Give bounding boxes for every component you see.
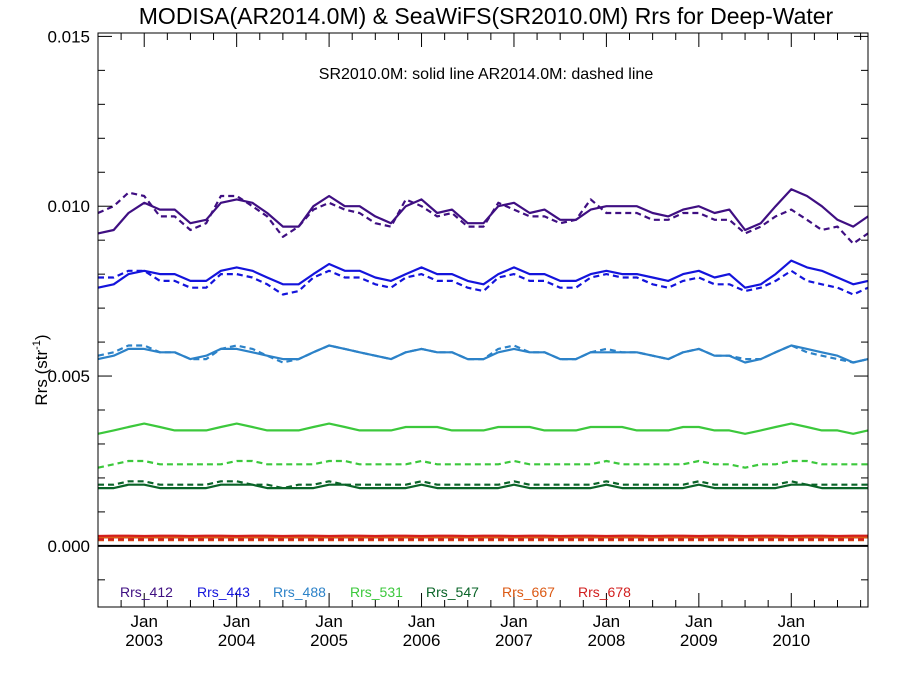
series-layer [98,189,868,540]
x-tick-label-month: Jan [315,612,342,631]
y-tick-label: 0.010 [47,197,90,216]
rrs-412-dashed-line [98,193,868,244]
x-tick-label-year: 2006 [403,631,441,650]
x-tick-label-year: 2008 [587,631,625,650]
x-tick-label-month: Jan [408,612,435,631]
legend-entry-rrs-412: Rrs_412 [120,584,173,600]
legend-entry-rrs-531: Rrs_531 [350,584,403,600]
y-axis-label-superscript: -1 [31,340,43,350]
legend-entry-rrs-547: Rrs_547 [426,584,479,600]
y-axis-label-close: ) [32,334,51,340]
x-tick-label-year: 2004 [218,631,256,650]
x-tick-label-month: Jan [778,612,805,631]
x-tick-label-year: 2007 [495,631,533,650]
rrs-531-dashed-line [98,461,868,468]
legend-entry-rrs-443: Rrs_443 [197,584,250,600]
axes: 0.0000.0050.0100.015Jan2003Jan2004Jan200… [47,27,868,650]
rrs-531-solid-line [98,424,868,434]
legend-entry-rrs-678: Rrs_678 [578,584,631,600]
x-tick-label-year: 2009 [680,631,718,650]
x-tick-label-year: 2005 [310,631,348,650]
y-tick-label: 0.005 [47,367,90,386]
line-style-note: SR2010.0M: solid line AR2014.0M: dashed … [319,66,654,83]
y-tick-label: 0.015 [47,27,90,46]
chart-title: MODISA(AR2014.0M) & SeaWiFS(SR2010.0M) R… [139,3,834,29]
x-tick-label-month: Jan [593,612,620,631]
legend-entry-rrs-488: Rrs_488 [273,584,326,600]
plot-frame [98,33,868,607]
x-tick-label-month: Jan [131,612,158,631]
legend: Rrs_412 Rrs_443 Rrs_488 Rrs_531 Rrs_547 Rrs_6… [120,584,631,600]
x-tick-label-month: Jan [223,612,250,631]
x-tick-label-month: Jan [685,612,712,631]
rrs-443-dashed-line [98,271,868,295]
x-tick-label-year: 2010 [772,631,810,650]
y-tick-label: 0.000 [47,537,90,556]
rrs-443-solid-line [98,261,868,288]
legend-entry-rrs-667: Rrs_667 [502,584,555,600]
x-tick-label-year: 2003 [125,631,163,650]
x-tick-label-month: Jan [500,612,527,631]
